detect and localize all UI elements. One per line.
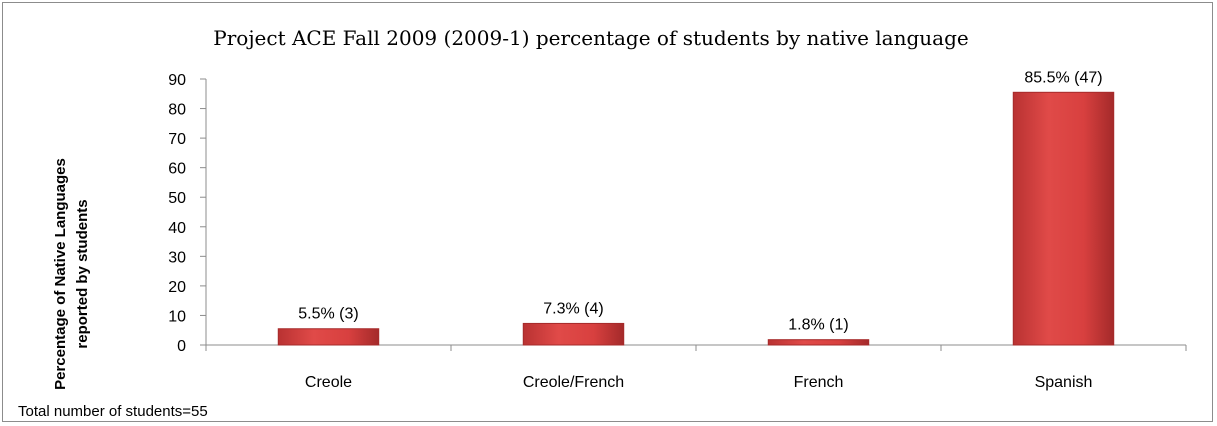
bar-creole (277, 328, 380, 346)
y-tick-label: 70 (168, 131, 186, 148)
data-label: 5.5% (3) (298, 306, 358, 323)
bar-chart: Project ACE Fall 2009 (2009-1) percentag… (52, 26, 1187, 391)
y-tick-label: 30 (168, 249, 186, 266)
x-axis-categories: Creole Creole/French French Spanish (305, 374, 1092, 391)
y-tick-label: 90 (168, 72, 186, 89)
y-axis-label-line-2: reported by students (74, 199, 91, 348)
y-tick-label: 80 (168, 102, 186, 119)
y-tick-label: 20 (168, 279, 186, 296)
x-category-label: Spanish (1035, 374, 1093, 391)
footnote: Total number of students=55 (18, 403, 208, 420)
data-labels: 5.5% (3) 7.3% (4) 1.8% (1) 85.5% (47) (298, 69, 1102, 333)
y-axis-ticks: 0 10 20 30 40 50 60 70 80 90 (168, 72, 206, 355)
y-axis-label: Percentage of Native Languages reported … (52, 158, 91, 390)
bar-creole-french (522, 322, 625, 346)
x-category-label: Creole (305, 374, 352, 391)
y-tick-label: 40 (168, 220, 186, 237)
bars (277, 91, 1115, 346)
data-label: 7.3% (4) (543, 300, 603, 317)
data-label: 1.8% (1) (788, 317, 848, 334)
bar-french (767, 339, 870, 346)
bar-spanish (1012, 91, 1115, 346)
y-tick-label: 50 (168, 190, 186, 207)
x-category-label: Creole/French (523, 374, 624, 391)
y-tick-label: 10 (168, 308, 186, 325)
y-tick-label: 0 (177, 338, 186, 355)
y-tick-label: 60 (168, 161, 186, 178)
chart-title: Project ACE Fall 2009 (2009-1) percentag… (213, 26, 968, 50)
x-category-label: French (794, 374, 844, 391)
y-axis-label-line-1: Percentage of Native Languages (52, 158, 69, 390)
data-label: 85.5% (47) (1024, 69, 1102, 86)
